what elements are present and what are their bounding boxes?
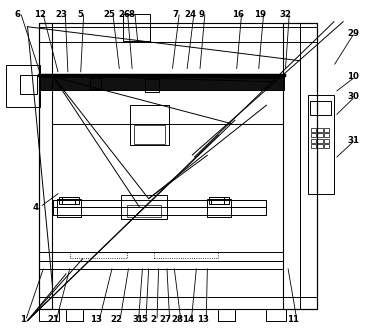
Bar <box>39 23 52 309</box>
Bar <box>134 125 165 144</box>
Text: 26: 26 <box>118 10 130 19</box>
Text: 22: 22 <box>111 316 123 324</box>
Text: 2: 2 <box>150 316 156 324</box>
Bar <box>311 128 316 132</box>
Text: 12: 12 <box>34 10 46 19</box>
Bar <box>53 207 266 215</box>
Bar <box>324 133 329 137</box>
Bar <box>59 197 79 204</box>
Bar <box>308 95 334 194</box>
Bar <box>154 252 218 258</box>
Text: 8: 8 <box>128 10 134 19</box>
Text: 15: 15 <box>137 316 148 324</box>
Text: 19: 19 <box>254 10 266 19</box>
Bar <box>130 105 169 145</box>
Bar <box>20 75 37 94</box>
Bar <box>6 65 40 107</box>
Text: 30: 30 <box>347 93 359 101</box>
Bar <box>283 23 317 309</box>
Bar <box>39 27 317 42</box>
Bar <box>283 23 300 309</box>
Bar <box>324 128 329 132</box>
Bar <box>317 139 323 143</box>
Text: 13: 13 <box>197 316 208 324</box>
Bar <box>127 205 161 217</box>
Bar <box>70 252 127 258</box>
Text: 23: 23 <box>56 10 68 19</box>
Bar <box>90 78 101 89</box>
Text: 14: 14 <box>182 316 194 324</box>
Bar <box>266 309 286 321</box>
Bar <box>311 139 316 143</box>
Bar <box>209 197 229 204</box>
Bar <box>39 297 317 309</box>
Text: 25: 25 <box>103 10 115 19</box>
Text: 16: 16 <box>232 10 244 19</box>
Bar <box>324 139 329 143</box>
Bar <box>324 144 329 148</box>
Bar <box>311 133 316 137</box>
Bar <box>317 144 323 148</box>
Text: 1: 1 <box>20 316 26 324</box>
Bar <box>207 199 231 217</box>
Text: 21: 21 <box>47 316 59 324</box>
Text: 5: 5 <box>77 10 83 19</box>
Text: 32: 32 <box>280 10 291 19</box>
Bar <box>317 133 323 137</box>
Text: 10: 10 <box>347 72 359 81</box>
Bar <box>39 23 317 309</box>
Bar <box>39 77 284 90</box>
Text: 28: 28 <box>171 316 183 324</box>
Text: 7: 7 <box>172 10 178 19</box>
Text: 11: 11 <box>287 316 299 324</box>
Text: 29: 29 <box>347 29 359 38</box>
Bar <box>310 101 331 115</box>
Text: 4: 4 <box>33 203 39 211</box>
Bar <box>317 128 323 132</box>
Bar <box>53 200 266 207</box>
Text: 9: 9 <box>198 10 204 19</box>
Text: 31: 31 <box>347 137 359 145</box>
Text: 6: 6 <box>15 10 21 19</box>
Text: 13: 13 <box>90 316 102 324</box>
Text: 24: 24 <box>184 10 196 19</box>
Bar <box>121 195 167 219</box>
Bar <box>39 252 283 261</box>
Text: 27: 27 <box>160 316 172 324</box>
Bar <box>39 309 59 321</box>
Bar <box>311 144 316 148</box>
Bar <box>145 79 159 92</box>
Text: 3: 3 <box>132 316 138 324</box>
Bar <box>39 261 283 269</box>
Bar <box>57 199 81 217</box>
Bar <box>123 14 150 41</box>
